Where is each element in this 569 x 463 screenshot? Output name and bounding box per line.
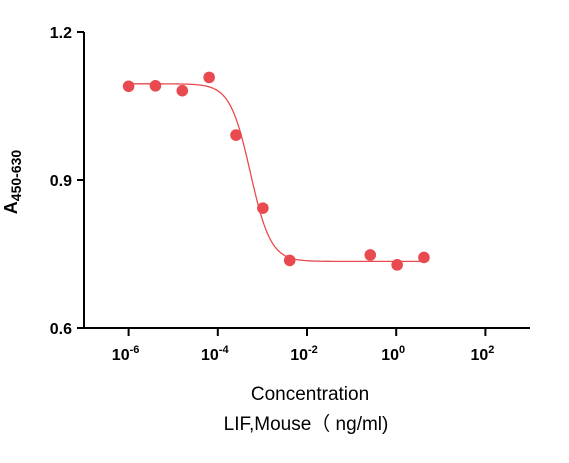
- data-point: [149, 79, 162, 92]
- y-axis: 0.6 0.9 1.2: [50, 25, 85, 338]
- x-tick-exponent: -6: [130, 344, 140, 356]
- data-points: [122, 71, 430, 271]
- y-axis-title: A450-630: [1, 150, 24, 215]
- x-tick-label: 100: [381, 344, 405, 364]
- data-point: [364, 249, 377, 261]
- y-tick-label: 0.6: [50, 321, 72, 338]
- x-tick-base: 10: [290, 347, 308, 364]
- y-axis-title-main: A: [1, 201, 21, 214]
- x-tick-base: 10: [470, 347, 488, 364]
- x-tick-base: 10: [201, 347, 219, 364]
- data-point: [176, 84, 189, 97]
- data-point: [257, 202, 269, 214]
- x-tick-exponent: -4: [219, 344, 230, 356]
- data-point: [122, 80, 135, 93]
- data-point: [283, 254, 296, 267]
- data-point: [418, 251, 430, 264]
- x-tick-label: 102: [470, 344, 494, 364]
- x-tick-label: 10-6: [112, 344, 140, 364]
- x-tick-label: 10-2: [290, 344, 318, 364]
- x-axis-subtitle: LIF,Mouse（ ng/ml): [224, 413, 389, 435]
- fit-curve: [128, 83, 424, 263]
- y-tick-label: 0.9: [50, 173, 72, 190]
- y-tick-label: 1.2: [50, 25, 72, 42]
- data-point: [391, 259, 403, 271]
- x-axis-title: Concentration: [251, 384, 369, 405]
- data-point: [230, 129, 242, 141]
- x-tick-exponent: -2: [308, 344, 318, 356]
- x-tick-label: 10-4: [201, 344, 229, 364]
- x-tick-exponent: 2: [488, 344, 494, 356]
- x-axis: 10-6 10-4 10-2 100 102: [84, 327, 530, 364]
- x-tick-exponent: 0: [399, 344, 405, 356]
- data-point: [203, 71, 215, 84]
- x-tick-base: 10: [381, 347, 399, 364]
- x-tick-base: 10: [112, 347, 130, 364]
- y-axis-title-sub: 450-630: [8, 150, 24, 202]
